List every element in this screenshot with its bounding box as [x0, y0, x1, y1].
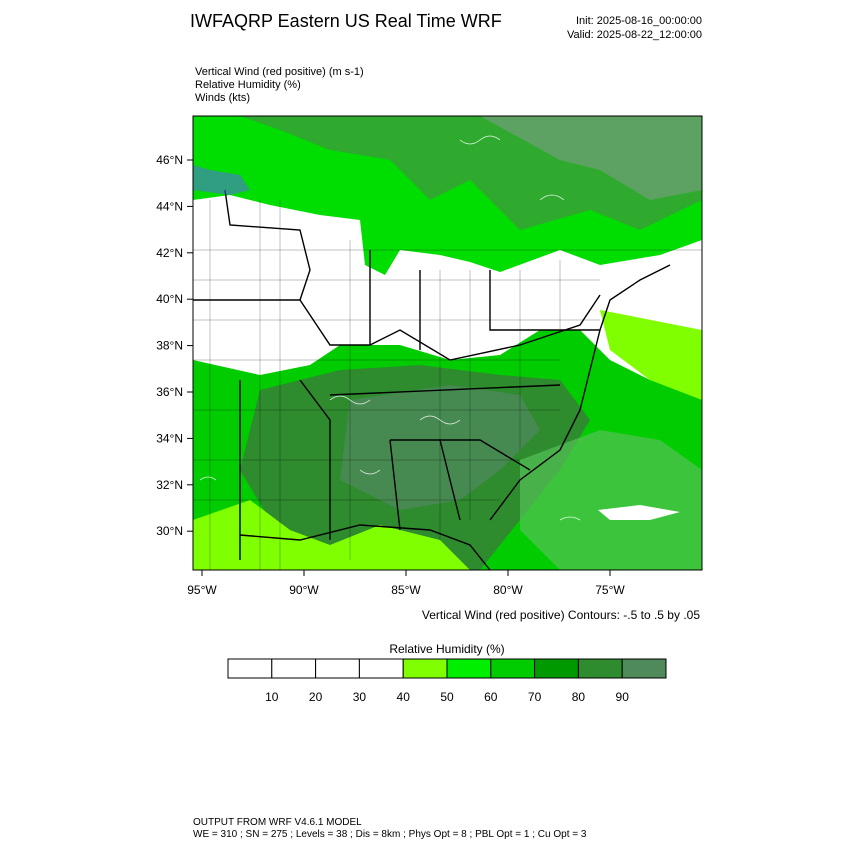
colorbar-box — [577, 658, 623, 679]
lat-label: 34°N — [156, 431, 183, 445]
init-time: Init: 2025-08-16_00:00:00 — [576, 15, 702, 27]
colorbar-title: Relative Humidity (%) — [389, 642, 504, 656]
valid-time: Valid: 2025-08-22_12:00:00 — [567, 29, 702, 41]
contour-note: Vertical Wind (red positive) Contours: -… — [422, 608, 700, 622]
colorbar-box — [227, 658, 273, 679]
colorbar-label: 60 — [484, 690, 498, 704]
lon-label: 90°W — [289, 583, 319, 597]
colorbar-label: 70 — [528, 690, 542, 704]
lat-label: 36°N — [156, 385, 183, 399]
lon-label: 85°W — [391, 583, 421, 597]
colorbar-label: 30 — [353, 690, 367, 704]
colorbar-box — [315, 658, 360, 679]
lat-label: 42°N — [156, 246, 183, 260]
colorbar-box — [621, 658, 667, 679]
lat-label: 40°N — [156, 292, 183, 306]
lat-label: 46°N — [156, 153, 183, 167]
field-name: Vertical Wind (red positive) (m s-1) — [195, 66, 364, 78]
colorbar-box — [446, 658, 492, 679]
map-frame — [192, 115, 703, 571]
map-axes: 46°N 44°N 42°N 40°N 38°N 36°N 34°N 32°N 30°N 95°W… — [156, 153, 625, 597]
lat-label: 44°N — [156, 199, 183, 213]
lon-label: 80°W — [493, 583, 523, 597]
colorbar-label: 20 — [309, 690, 323, 704]
field-list: Vertical Wind (red positive) (m s-1)Rela… — [195, 66, 364, 104]
lat-label: 30°N — [156, 524, 183, 538]
colorbar-box — [358, 658, 404, 679]
lat-label: 38°N — [156, 339, 183, 353]
lat-label: 32°N — [156, 478, 183, 492]
colorbar-box — [534, 658, 579, 679]
lon-label: 75°W — [595, 583, 625, 597]
colorbar-label: 80 — [572, 690, 586, 704]
title: IWFAQRP Eastern US Real Time WRF — [190, 11, 502, 31]
footer-line2: WE = 310 ; SN = 275 ; Levels = 38 ; Dis … — [193, 829, 587, 840]
field-name: Relative Humidity (%) — [195, 79, 301, 91]
footer-line1: OUTPUT FROM WRF V4.6.1 MODEL — [193, 817, 362, 828]
colorbar-label: 90 — [616, 690, 630, 704]
colorbar-label: 50 — [440, 690, 454, 704]
lon-label: 95°W — [187, 583, 217, 597]
field-name: Winds (kts) — [195, 92, 250, 104]
colorbar-box — [402, 658, 448, 679]
colorbar-label: 40 — [397, 690, 411, 704]
colorbar-label: 10 — [265, 690, 279, 704]
colorbar-box — [490, 658, 536, 679]
colorbar-box — [271, 658, 317, 679]
map-area — [193, 116, 702, 570]
colorbar: 10 20 30 40 50 60 70 80 90 — [227, 658, 667, 704]
